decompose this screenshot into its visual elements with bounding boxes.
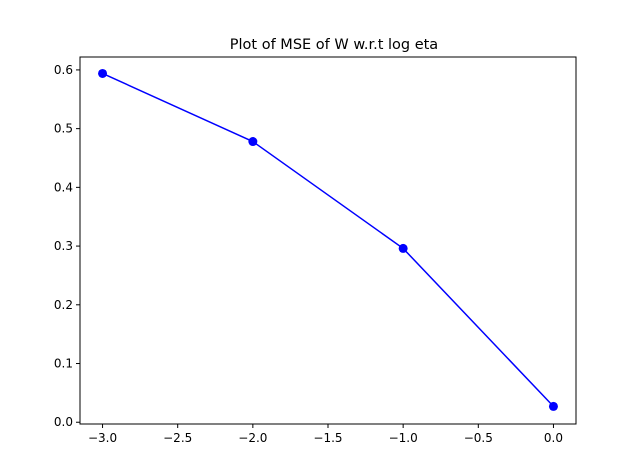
y-tick-label: 0.1 bbox=[54, 357, 73, 371]
y-tick-label: 0.0 bbox=[54, 415, 73, 429]
series-line bbox=[102, 72, 554, 407]
x-tick-label: −0.5 bbox=[464, 431, 493, 445]
chart-title: Plot of MSE of W w.r.t log eta bbox=[230, 37, 438, 53]
x-axis: −3.0 −2.5 −2.0 −1.5 −1.0 −0.5 0.0 bbox=[88, 424, 563, 445]
x-tick-label: −3.0 bbox=[88, 431, 117, 445]
y-tick-label: 0.6 bbox=[54, 63, 73, 77]
x-tick-label: −1.0 bbox=[389, 431, 418, 445]
data-point bbox=[248, 137, 258, 147]
y-tick-label: 0.2 bbox=[54, 298, 73, 312]
y-axis: 0.0 0.1 0.2 0.3 0.4 0.5 0.6 bbox=[54, 63, 80, 429]
data-point bbox=[398, 243, 408, 253]
data-point bbox=[548, 401, 558, 411]
x-tick-label: −1.5 bbox=[313, 431, 342, 445]
x-tick-label: −2.0 bbox=[238, 431, 267, 445]
plot-area bbox=[98, 68, 558, 411]
y-tick-label: 0.3 bbox=[54, 239, 73, 253]
data-point bbox=[98, 68, 108, 78]
y-tick-label: 0.4 bbox=[54, 180, 73, 194]
axes-frame bbox=[79, 56, 577, 425]
y-tick-label: 0.5 bbox=[54, 122, 73, 136]
x-tick-label: 0.0 bbox=[544, 431, 563, 445]
x-tick-label: −2.5 bbox=[163, 431, 192, 445]
